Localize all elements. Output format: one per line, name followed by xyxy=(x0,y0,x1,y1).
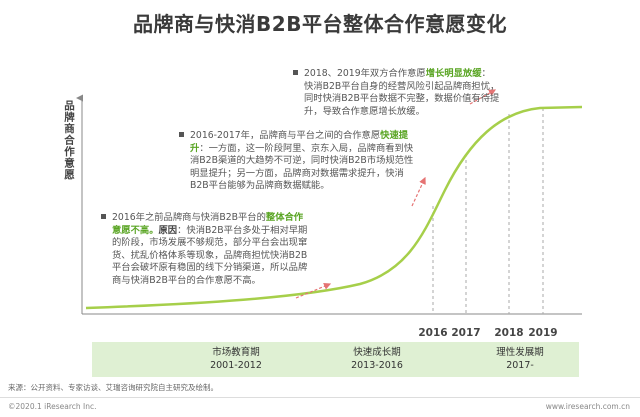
year-label-2017: 2017 xyxy=(451,327,481,339)
note-highlight: 整体合作意愿不高。 xyxy=(112,212,304,236)
phase-rapid-growth: 快速成长期 2013-2016 xyxy=(307,346,447,372)
phase-period: 2001-2012 xyxy=(210,360,262,371)
willingness-curve xyxy=(85,105,583,310)
phase-name: 市场教育期 xyxy=(212,347,260,358)
note-text-post: ：快消B2B平台多处于相对早期的阶段，市场发展不够规范，部分平台会出现窜货、扰乱… xyxy=(112,224,308,286)
bullet-icon xyxy=(101,214,106,219)
copyright: ©2020.1 iResearch Inc. xyxy=(8,402,97,411)
phase-band xyxy=(92,342,579,377)
phase-market-education: 市场教育期 2001-2012 xyxy=(166,346,306,372)
trend-arrow-growth xyxy=(411,176,426,207)
y-axis-label: 品牌商合作意愿 xyxy=(63,100,75,181)
phase-name: 快速成长期 xyxy=(353,347,401,358)
note-text-pre: 2018、2019年双方合作意愿 xyxy=(304,68,426,79)
website-link[interactable]: www.iresearch.com.cn xyxy=(545,402,630,411)
trend-arrow-early xyxy=(295,282,332,299)
note-text-post: ：一方面，这一阶段阿里、京东入局，品牌商看到快消B2B渠道的大趋势不可逆，同时快… xyxy=(190,142,414,192)
phase-period: 2013-2016 xyxy=(351,360,403,371)
note-text-post: ：快消B2B平台自身的经营风险引起品牌商担忧，同时快消B2B平台数据不完整，数据… xyxy=(304,68,500,117)
phase-period: 2017- xyxy=(506,360,534,371)
bullet-icon xyxy=(179,132,184,137)
source-note: 来源：公开资料、专家访谈、艾瑞咨询研究院自主研究及绘制。 xyxy=(8,383,218,392)
year-label-2018: 2018 xyxy=(494,327,524,339)
note-highlight: 快速提升 xyxy=(190,130,409,154)
note-text-pre: 2016年之前品牌商与快消B2B平台的 xyxy=(112,212,266,223)
year-label-2016: 2016 xyxy=(418,327,448,339)
note-before-2016: 2016年之前品牌商与快消B2B平台的整体合作意愿不高。原因：快消B2B平台多处… xyxy=(101,212,308,288)
note-2016-2017: 2016-2017年，品牌商与平台之间的合作意愿快速提升：一方面，这一阶段阿里、… xyxy=(179,130,422,193)
phase-name: 理性发展期 xyxy=(496,347,544,358)
note-reason-label: 原因 xyxy=(158,224,178,236)
note-highlight: 增长明显放缓 xyxy=(425,68,482,79)
page-title: 品牌商与快消B2B平台整体合作意愿变化 xyxy=(133,12,507,36)
year-label-2019: 2019 xyxy=(528,327,558,339)
footer-divider xyxy=(0,397,640,398)
note-2018-2019: 2018、2019年双方合作意愿增长明显放缓：快消B2B平台自身的经营风险引起品… xyxy=(293,68,500,118)
phase-rational-development: 理性发展期 2017- xyxy=(450,346,590,372)
note-text-pre: 2016-2017年，品牌商与平台之间的合作意愿 xyxy=(190,130,381,141)
bullet-icon xyxy=(293,70,298,75)
